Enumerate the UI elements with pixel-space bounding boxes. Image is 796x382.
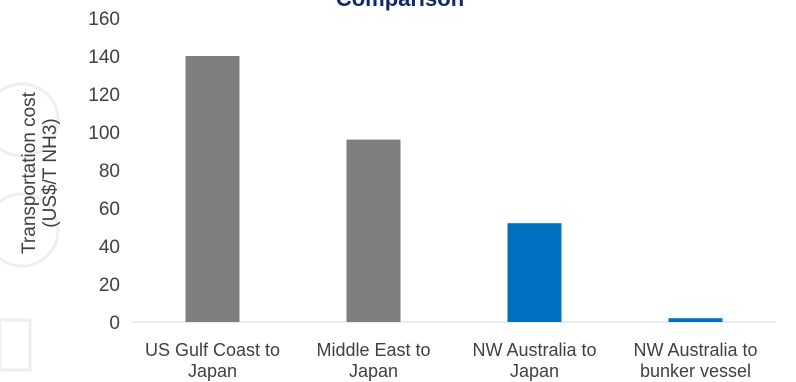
y-tick-label: 160 [88,9,120,30]
y-tick-label: 80 [99,161,120,182]
y-tick-label: 100 [88,123,120,144]
y-tick-label: 60 [99,199,120,220]
bar [185,56,240,322]
x-category-label: NW Australia to Japan [472,340,596,381]
y-tick-label: 0 [109,313,120,334]
bar [507,223,562,322]
y-axis-ticks: 0 20 40 60 80 100 120 140 160 [88,9,120,334]
y-tick-label: 20 [99,275,120,296]
y-tick-label: 140 [88,47,120,68]
x-axis-categories: US Gulf Coast to Japan Middle East to Japan… [145,340,758,381]
x-category-label: Middle East to Japan [316,340,430,381]
x-category-label: NW Australia to bunker vessel [633,340,757,381]
bars [185,56,723,322]
bar [668,318,723,322]
x-category-label: US Gulf Coast to Japan [145,340,280,381]
y-tick-label: 40 [99,237,120,258]
chart-title: Comparison [260,0,540,12]
bar [346,139,401,322]
y-tick-label: 120 [88,85,120,106]
